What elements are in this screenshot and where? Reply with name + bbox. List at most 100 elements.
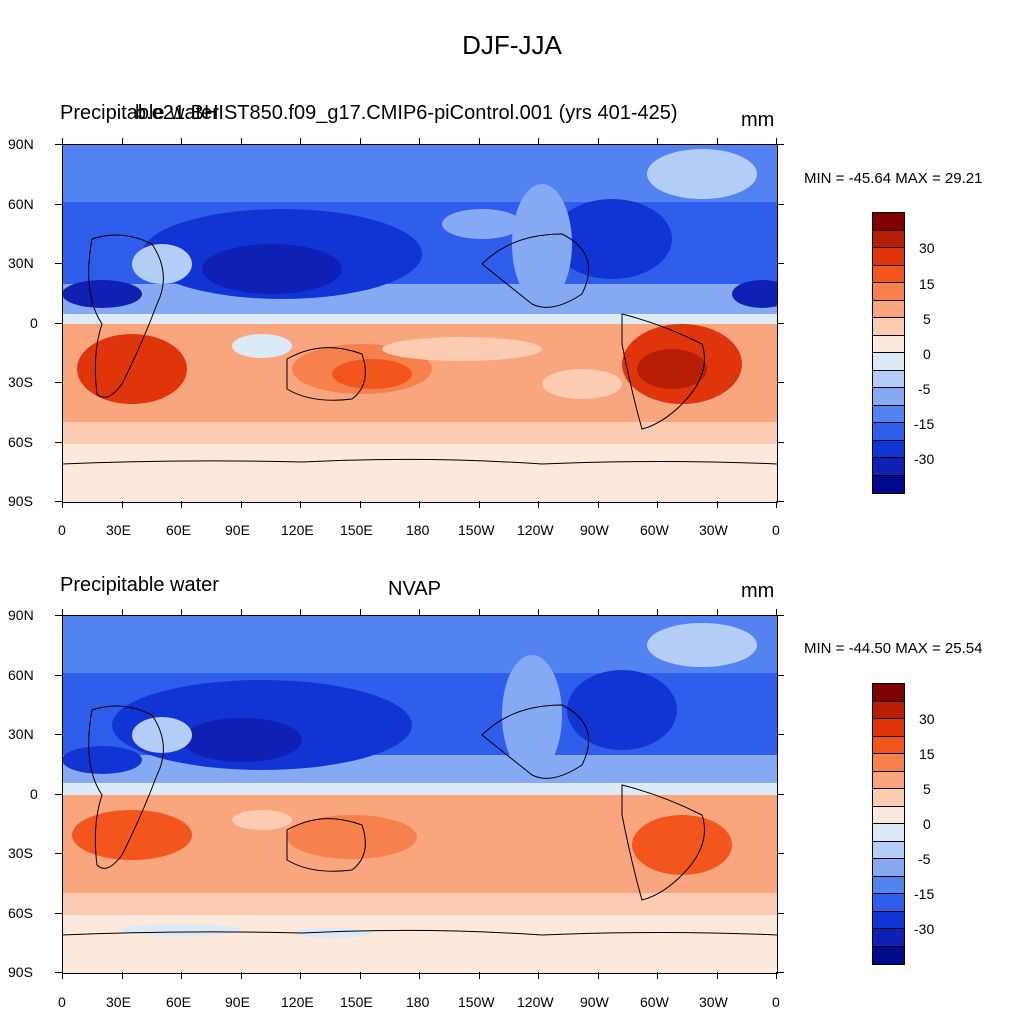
colorbar-swatch [873,388,904,406]
colorbar-swatch [873,370,904,388]
axis-tick [776,501,777,508]
colorbar-swatch [873,911,904,929]
axis-tick [776,972,777,979]
axis-tick [657,609,658,616]
lon-label: 90E [225,994,250,1010]
axis-tick [55,382,62,383]
colorbar-label: 15 [919,276,935,292]
lon-label: 150E [340,994,373,1010]
axis-tick [300,609,301,616]
colorbar-swatch [873,353,904,371]
colorbar-swatch [873,841,904,859]
lat-label: 30S [8,845,33,861]
lon-label: 30E [106,994,131,1010]
axis-tick [776,138,777,145]
colorbar-label: -5 [918,851,931,867]
axis-tick [538,972,539,979]
panel-1-min-max: MIN = -45.64 MAX = 29.21 [804,170,983,187]
lon-label: 30E [106,522,131,538]
axis-tick [181,501,182,508]
axis-tick [716,972,718,979]
axis-tick [55,674,62,676]
axis-tick [597,972,599,979]
axis-tick [777,322,784,324]
axis-tick [478,501,480,508]
axis-tick [240,501,242,508]
lat-label: 60S [8,434,33,450]
colorbar-swatch [873,736,904,754]
lat-label: 0 [30,315,38,331]
axis-tick [121,501,123,508]
colorbar-swatch [873,859,904,877]
axis-tick [55,144,62,145]
axis-tick [776,609,777,616]
axis-tick [777,263,784,264]
axis-tick [716,138,718,145]
lat-label: 30N [8,255,34,271]
colorbar-label: -30 [914,451,935,467]
colorbar-swatch [873,458,904,476]
axis-tick [716,609,718,616]
axis-tick [777,501,784,502]
panel-1-colorbar [872,212,905,494]
colorbar-label: -15 [914,416,935,432]
axis-tick [657,501,658,508]
panel-2-contour-map [62,615,777,973]
axis-tick [55,263,62,264]
axis-tick [359,972,361,979]
lon-label: 0 [58,522,66,538]
lat-label: 90N [8,607,34,623]
colorbar-swatch [873,248,904,266]
colorbar-label: 30 [919,711,935,727]
panel-1-contour-map [62,144,777,502]
axis-tick [419,972,420,979]
axis-tick [777,441,784,443]
axis-tick [538,501,539,508]
axis-tick [359,138,361,145]
axis-tick [597,501,599,508]
axis-tick [597,609,599,616]
colorbar-swatch [873,684,904,702]
axis-tick [419,501,420,508]
axis-tick [478,972,480,979]
axis-tick [716,501,718,508]
axis-tick [538,609,539,616]
axis-tick [55,203,62,205]
lon-label: 0 [772,522,780,538]
axis-tick [777,853,784,854]
axis-tick [55,853,62,854]
lat-label: 90S [8,964,33,980]
axis-tick [359,609,361,616]
lat-label: 30N [8,726,34,742]
lon-label: 180 [406,994,430,1010]
lon-label: 30W [699,522,728,538]
colorbar-label: 5 [923,781,931,797]
colorbar-swatch [873,318,904,336]
axis-tick [777,203,784,205]
axis-tick [478,138,480,145]
colorbar-swatch [873,440,904,458]
colorbar-swatch [873,946,904,964]
axis-tick [55,972,62,973]
lon-label: 90W [580,994,609,1010]
lon-label: 180 [406,522,430,538]
axis-tick [121,609,123,616]
lon-label: 120E [281,522,314,538]
figure-title: DJF-JJA [462,30,562,60]
axis-tick [55,734,62,735]
colorbar-label: -30 [914,921,935,937]
axis-tick [657,138,658,145]
axis-tick [55,793,62,795]
axis-tick [777,674,784,676]
axis-tick [777,734,784,735]
lon-label: 90E [225,522,250,538]
axis-tick [55,912,62,914]
axis-tick [300,501,301,508]
lon-label: 60E [166,994,191,1010]
lon-label: 120W [517,522,554,538]
axis-tick [777,793,784,795]
colorbar-label: 15 [919,746,935,762]
lon-label: 0 [772,994,780,1010]
lat-label: 30S [8,374,33,390]
colorbar-swatch [873,423,904,441]
